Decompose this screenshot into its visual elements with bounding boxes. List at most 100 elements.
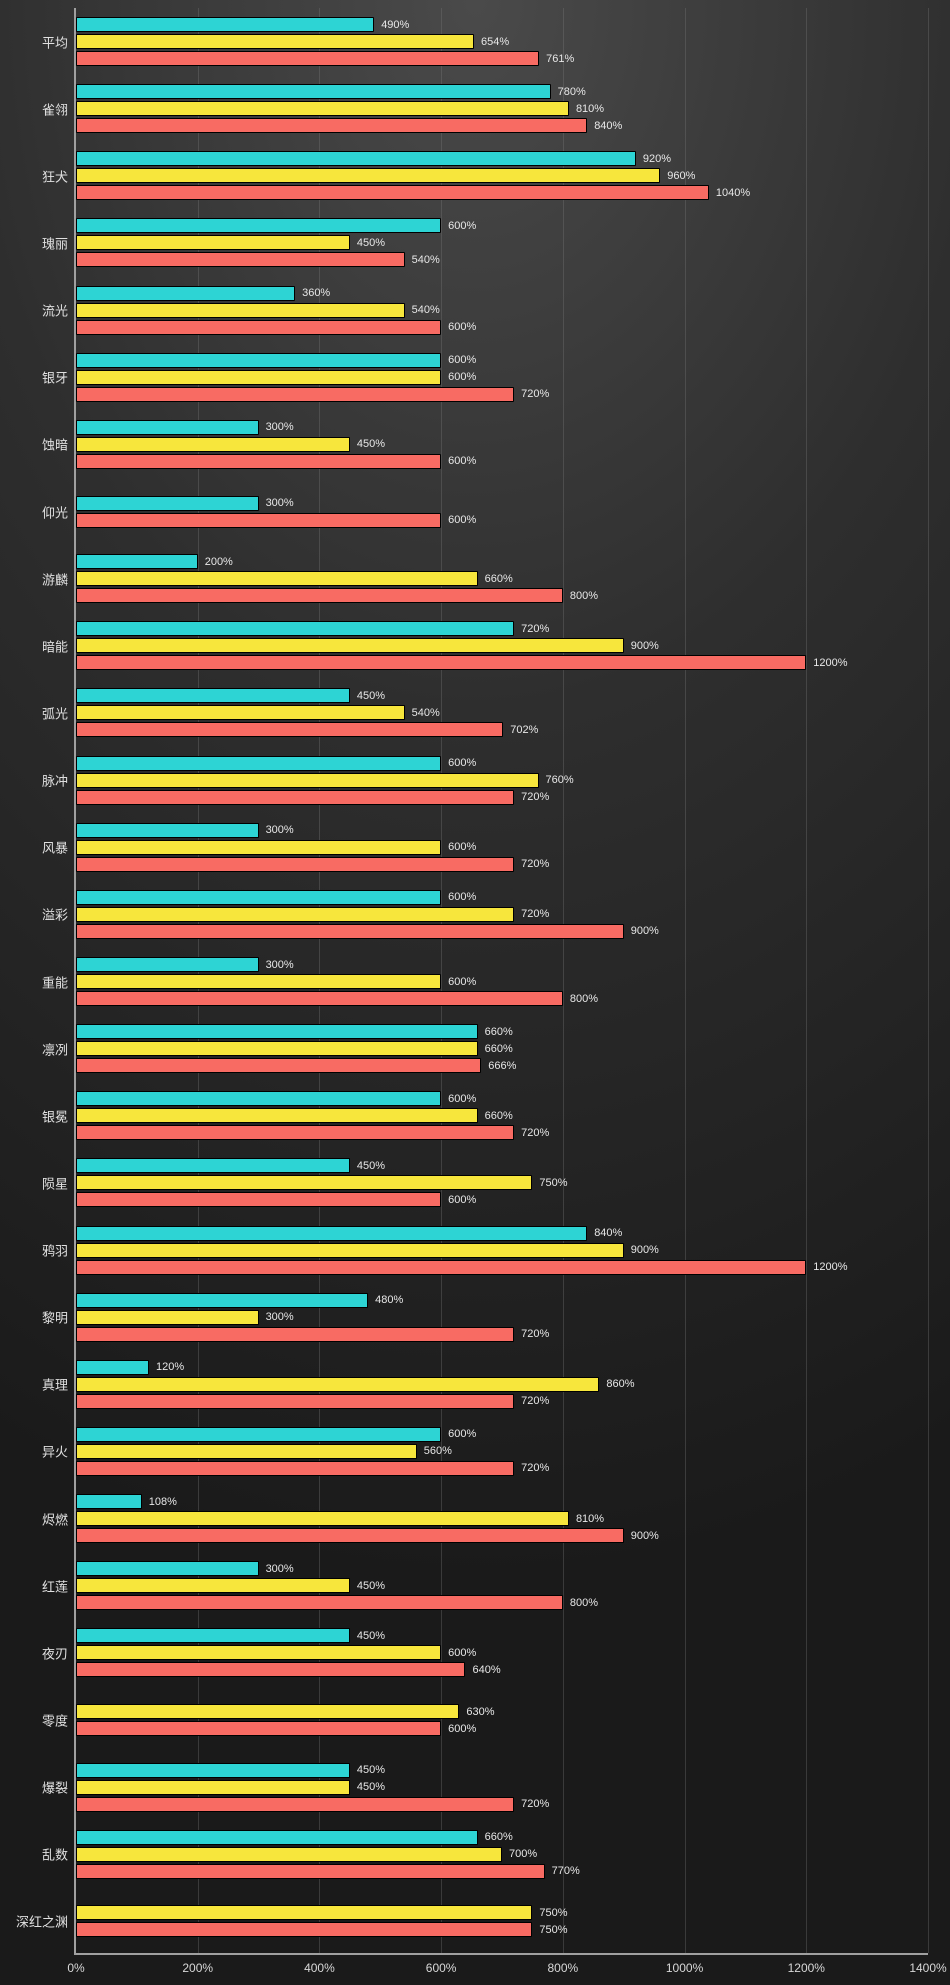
bar-value-label: 720% <box>513 1462 549 1474</box>
bar-value-label: 360% <box>294 287 330 299</box>
y-axis-label: 暗能 <box>42 636 68 655</box>
bar: 600% <box>76 974 441 989</box>
bar-value-label: 700% <box>501 1848 537 1860</box>
bar-value-label: 600% <box>440 1093 476 1105</box>
bar: 1200% <box>76 655 806 670</box>
y-axis-label: 乱数 <box>42 1845 68 1864</box>
bar-value-label: 450% <box>349 1580 385 1592</box>
bar: 720% <box>76 1394 514 1409</box>
bar: 800% <box>76 588 563 603</box>
bar-value-label: 654% <box>473 36 509 48</box>
bar: 920% <box>76 151 636 166</box>
bar: 666% <box>76 1058 481 1073</box>
bar: 108% <box>76 1494 142 1509</box>
bar: 800% <box>76 1595 563 1610</box>
bar-value-label: 750% <box>531 1177 567 1189</box>
bar-value-label: 300% <box>258 1563 294 1575</box>
chart-wrapper: 0%200%400%600%800%1000%1200%1400%平均490%6… <box>14 8 936 1955</box>
bar: 660% <box>76 571 478 586</box>
y-axis-label: 爆裂 <box>42 1778 68 1797</box>
bar: 654% <box>76 34 474 49</box>
bar-value-label: 540% <box>404 707 440 719</box>
bar: 300% <box>76 496 259 511</box>
bar-value-label: 640% <box>464 1664 500 1676</box>
bar: 1040% <box>76 185 709 200</box>
bar: 450% <box>76 1628 350 1643</box>
bar-value-label: 300% <box>258 421 294 433</box>
y-axis-label: 流光 <box>42 301 68 320</box>
bar-value-label: 660% <box>477 1831 513 1843</box>
y-axis-label: 仰光 <box>42 502 68 521</box>
bar-value-label: 750% <box>531 1907 567 1919</box>
bar: 540% <box>76 705 405 720</box>
bar: 960% <box>76 168 660 183</box>
bar: 600% <box>76 218 441 233</box>
bar: 800% <box>76 991 563 1006</box>
bar: 720% <box>76 1461 514 1476</box>
bar: 900% <box>76 638 624 653</box>
bar: 300% <box>76 957 259 972</box>
x-gridline <box>685 8 686 1953</box>
bar-value-label: 780% <box>550 86 586 98</box>
bar-value-label: 450% <box>349 1160 385 1172</box>
bar-value-label: 720% <box>513 1127 549 1139</box>
y-axis-label: 风暴 <box>42 838 68 857</box>
bar-value-label: 800% <box>562 1597 598 1609</box>
bar-value-label: 600% <box>440 455 476 467</box>
x-tick-label: 1000% <box>666 1961 703 1975</box>
bar: 300% <box>76 1561 259 1576</box>
bar: 490% <box>76 17 374 32</box>
bar: 300% <box>76 1310 259 1325</box>
bar: 480% <box>76 1293 368 1308</box>
bar: 600% <box>76 1721 441 1736</box>
x-gridline <box>563 8 564 1953</box>
bar-value-label: 450% <box>349 237 385 249</box>
x-tick-label: 200% <box>182 1961 213 1975</box>
bar-value-label: 1200% <box>805 657 847 669</box>
y-axis-label: 狂犬 <box>42 166 68 185</box>
bar: 600% <box>76 320 441 335</box>
bar-value-label: 600% <box>440 841 476 853</box>
bar-value-label: 920% <box>635 153 671 165</box>
bar: 600% <box>76 890 441 905</box>
bar: 720% <box>76 1125 514 1140</box>
bar-value-label: 1200% <box>805 1261 847 1273</box>
bar: 600% <box>76 1427 441 1442</box>
bar-value-label: 200% <box>197 556 233 568</box>
bar-value-label: 540% <box>404 304 440 316</box>
bar: 750% <box>76 1922 532 1937</box>
y-axis-label: 银牙 <box>42 368 68 387</box>
bar: 700% <box>76 1847 502 1862</box>
bar: 840% <box>76 1226 587 1241</box>
y-axis-label: 瑰丽 <box>42 233 68 252</box>
bar: 1200% <box>76 1260 806 1275</box>
bar-value-label: 480% <box>367 1294 403 1306</box>
bar-value-label: 900% <box>623 1530 659 1542</box>
y-axis-label: 蚀暗 <box>42 435 68 454</box>
plot-area: 0%200%400%600%800%1000%1200%1400%平均490%6… <box>74 8 928 1955</box>
bar: 540% <box>76 303 405 318</box>
bar-value-label: 600% <box>440 514 476 526</box>
bar-value-label: 1040% <box>708 187 750 199</box>
bar: 720% <box>76 857 514 872</box>
bar: 760% <box>76 773 539 788</box>
bar-value-label: 600% <box>440 757 476 769</box>
bar: 660% <box>76 1024 478 1039</box>
y-axis-label: 平均 <box>42 32 68 51</box>
y-axis-label: 脉冲 <box>42 771 68 790</box>
bar: 450% <box>76 1763 350 1778</box>
y-axis-label: 弧光 <box>42 703 68 722</box>
bar: 600% <box>76 1091 441 1106</box>
bar: 840% <box>76 118 587 133</box>
x-gridline <box>928 8 929 1953</box>
bar-value-label: 490% <box>373 19 409 31</box>
bar-value-label: 960% <box>659 170 695 182</box>
bar-value-label: 760% <box>538 774 574 786</box>
x-gridline <box>806 8 807 1953</box>
bar: 600% <box>76 1645 441 1660</box>
bar-value-label: 900% <box>623 1244 659 1256</box>
y-axis-label: 夜刃 <box>42 1643 68 1662</box>
x-tick-label: 1200% <box>788 1961 825 1975</box>
bar: 300% <box>76 420 259 435</box>
y-axis-label: 游麟 <box>42 569 68 588</box>
